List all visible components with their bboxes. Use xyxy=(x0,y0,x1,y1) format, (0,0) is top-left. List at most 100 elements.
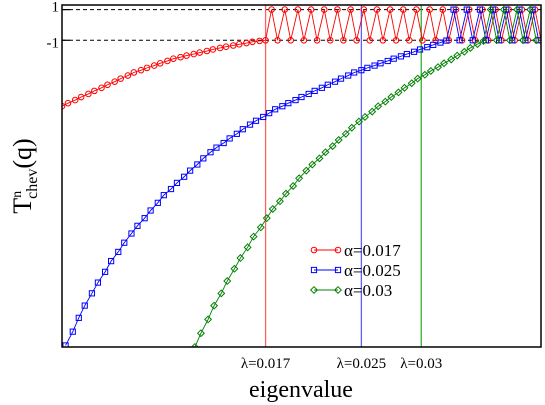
data-point xyxy=(377,60,384,67)
data-point xyxy=(360,6,368,13)
data-point xyxy=(177,53,184,61)
y-axis-label-base: T xyxy=(8,198,37,214)
data-point xyxy=(217,289,226,298)
data-point xyxy=(513,5,522,14)
data-point xyxy=(386,6,394,13)
data-point xyxy=(318,84,325,91)
legend-label: α=0.025 xyxy=(344,261,401,280)
data-point xyxy=(164,57,171,65)
data-point xyxy=(364,64,371,71)
data-point xyxy=(366,36,374,44)
series-square xyxy=(62,6,541,347)
data-point xyxy=(94,279,102,286)
data-point xyxy=(399,6,407,13)
eigenvalue-markers xyxy=(264,5,422,347)
y-axis-label: Tnchev(q) xyxy=(8,138,41,213)
data-point xyxy=(246,121,254,128)
data-point xyxy=(154,199,161,206)
data-point xyxy=(115,248,122,256)
data-point xyxy=(249,38,256,46)
data-point xyxy=(400,83,409,92)
data-point xyxy=(469,37,476,44)
data-point xyxy=(233,130,240,137)
data-point xyxy=(331,78,339,85)
y-axis-label-sup: n xyxy=(10,191,25,198)
data-point xyxy=(121,239,128,246)
data-point xyxy=(239,126,246,133)
data-point xyxy=(249,232,258,241)
data-point xyxy=(334,135,343,144)
data-point xyxy=(360,112,369,121)
data-point xyxy=(77,93,85,101)
data-point xyxy=(311,87,318,94)
data-point xyxy=(479,37,488,46)
data-point xyxy=(88,290,96,297)
data-point xyxy=(91,87,98,95)
data-point xyxy=(416,46,424,53)
data-point xyxy=(302,166,311,175)
data-point xyxy=(387,93,396,102)
data-point xyxy=(426,6,433,13)
data-point xyxy=(492,36,501,45)
data-point xyxy=(134,222,141,229)
data-point xyxy=(181,173,188,180)
data-point xyxy=(236,254,245,263)
data-point xyxy=(392,36,400,44)
data-point xyxy=(439,59,449,68)
data-point xyxy=(381,97,390,106)
data-point xyxy=(447,55,456,64)
data-point xyxy=(310,246,318,254)
data-point xyxy=(430,41,437,48)
data-point xyxy=(313,36,321,44)
data-point xyxy=(394,88,403,97)
series-group xyxy=(62,5,541,347)
data-point xyxy=(295,174,304,183)
series-diamond xyxy=(190,5,541,347)
x-marker-labels: λ=0.017 λ=0.025 λ=0.03 xyxy=(241,356,442,372)
data-point xyxy=(272,106,279,113)
data-point xyxy=(324,81,331,88)
data-point xyxy=(137,66,145,74)
data-point xyxy=(62,342,69,347)
data-point xyxy=(124,72,132,79)
data-point xyxy=(281,6,289,13)
data-point xyxy=(347,6,354,13)
data-point xyxy=(130,69,138,76)
data-point xyxy=(443,37,450,44)
data-point xyxy=(532,36,541,45)
data-point xyxy=(315,154,324,163)
data-point xyxy=(222,43,230,51)
plot-frame xyxy=(61,4,542,348)
data-point xyxy=(294,6,302,13)
data-point xyxy=(279,103,286,110)
data-point xyxy=(75,314,82,321)
data-point xyxy=(334,266,342,274)
data-point xyxy=(223,277,232,286)
data-point xyxy=(371,62,378,69)
data-point xyxy=(333,285,343,295)
eigenvalue-marker-label: λ=0.025 xyxy=(337,356,386,372)
data-point xyxy=(111,78,118,85)
data-point xyxy=(437,39,444,46)
data-point xyxy=(204,315,213,324)
data-point xyxy=(526,5,535,14)
data-point xyxy=(281,189,290,198)
data-point xyxy=(252,117,260,124)
data-point xyxy=(102,268,109,275)
data-point xyxy=(292,96,299,104)
data-point xyxy=(340,36,347,44)
data-point xyxy=(289,181,298,190)
data-point xyxy=(167,185,175,193)
data-point xyxy=(194,161,201,168)
data-point xyxy=(420,70,429,79)
data-point xyxy=(307,6,315,13)
data-point xyxy=(403,50,410,58)
data-point xyxy=(216,44,224,52)
data-point xyxy=(209,46,217,53)
data-point xyxy=(64,99,72,107)
data-point xyxy=(476,6,484,13)
data-point xyxy=(229,42,237,49)
